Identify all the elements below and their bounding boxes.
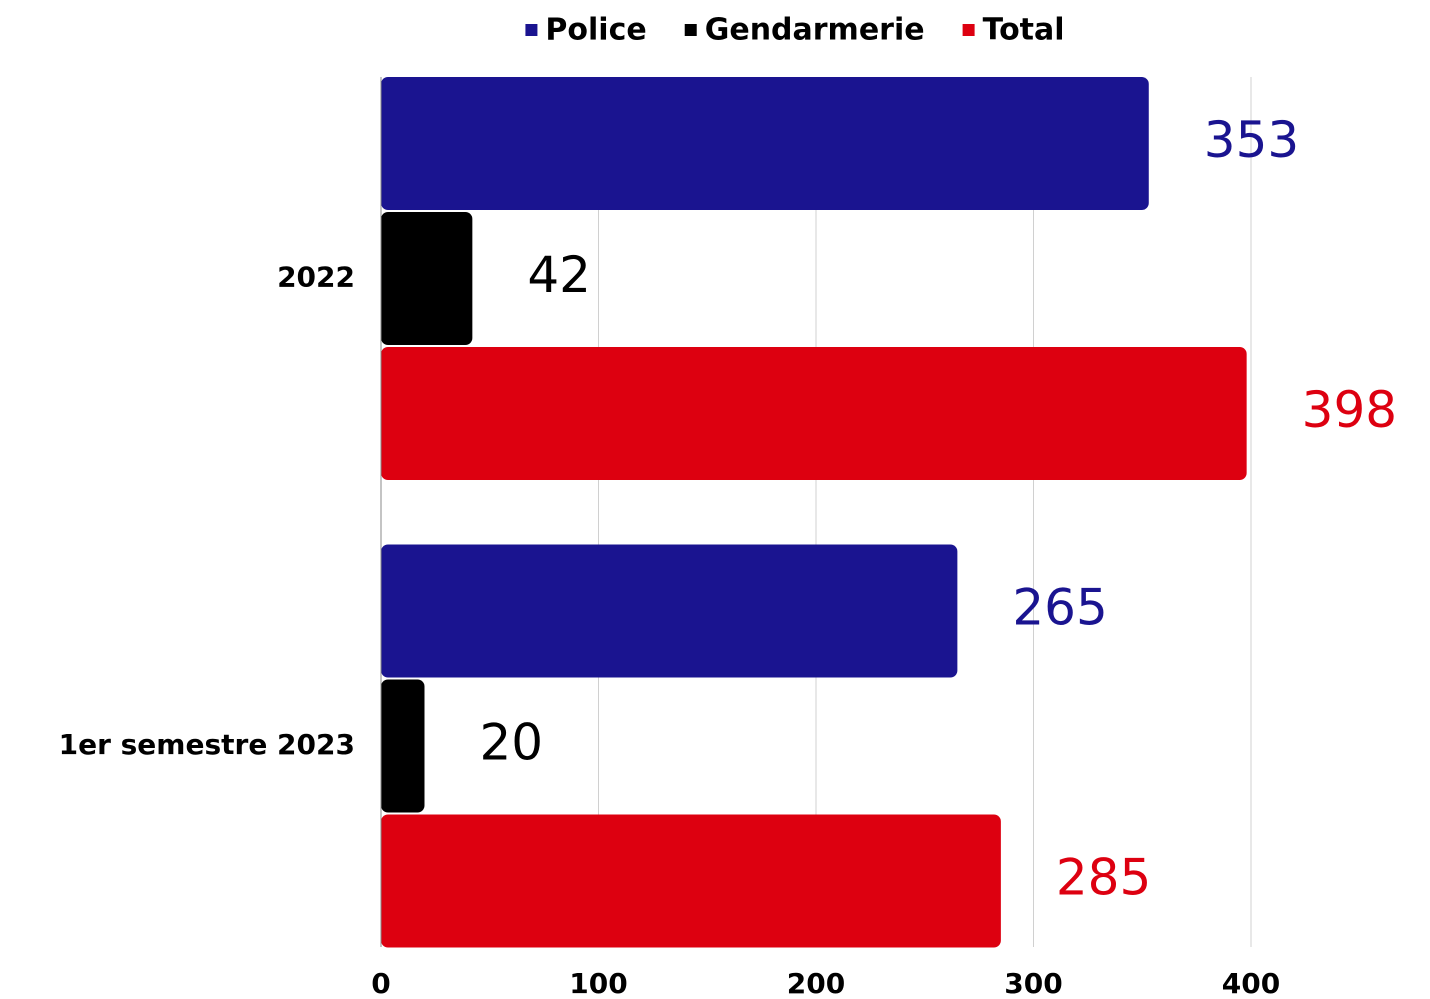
value-label: 42 bbox=[527, 246, 591, 304]
value-label: 285 bbox=[1056, 849, 1151, 907]
legend-marker bbox=[684, 24, 697, 36]
x-tick-label: 400 bbox=[1222, 967, 1280, 999]
x-tick-label: 0 bbox=[371, 967, 390, 999]
x-tick-label: 100 bbox=[569, 967, 627, 999]
bar bbox=[381, 212, 473, 345]
x-tick-label: 300 bbox=[1004, 967, 1062, 999]
value-label: 20 bbox=[480, 714, 544, 772]
value-label: 353 bbox=[1204, 111, 1299, 169]
y-tick-label: 2022 bbox=[277, 261, 355, 294]
legend-marker bbox=[962, 24, 975, 36]
bar bbox=[381, 544, 958, 678]
legend-label: Police bbox=[545, 13, 646, 48]
bar bbox=[381, 347, 1247, 480]
value-label: 398 bbox=[1302, 381, 1397, 439]
legend-marker bbox=[525, 24, 538, 36]
legend-label: Total bbox=[983, 13, 1065, 48]
bar bbox=[381, 679, 425, 813]
legend-label: Gendarmerie bbox=[705, 13, 925, 48]
value-label: 265 bbox=[1012, 579, 1107, 637]
bar bbox=[381, 77, 1149, 210]
y-tick-label: 1er semestre 2023 bbox=[59, 728, 355, 761]
bar bbox=[381, 814, 1001, 948]
x-tick-label: 200 bbox=[787, 967, 845, 999]
